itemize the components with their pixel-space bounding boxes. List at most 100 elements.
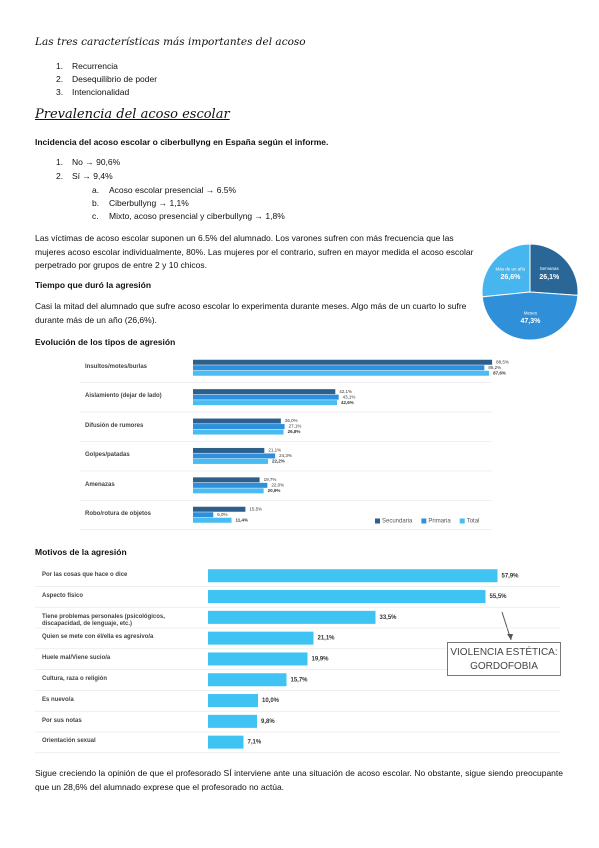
category-label: Insultos/motes/burlas [85, 364, 148, 370]
value-label: 9,8% [261, 719, 275, 725]
category-label: Huele mal/Viene sucio/a [42, 655, 111, 662]
list-number: 3. [56, 87, 64, 97]
value-label: 88,5% [496, 359, 509, 364]
category-label: Aspecto físico [42, 592, 84, 599]
callout-line: VIOLENCIA ESTÉTICA: [450, 647, 558, 658]
value-label: 6,0% [217, 512, 227, 517]
pie-value-label: 26,6% [500, 274, 521, 281]
bar [193, 418, 281, 424]
subheading: Motivos de la agresión [35, 547, 127, 557]
value-label: 26,8% [288, 429, 301, 434]
bar [193, 506, 246, 512]
value-label: 33,5% [380, 615, 398, 621]
value-label: 57,9% [502, 573, 520, 579]
paragraph: Las víctimas de acoso escolar suponen un… [35, 233, 474, 270]
bar [208, 714, 257, 728]
list-item: No → 90,6% [72, 157, 121, 167]
value-label: 21,1% [318, 636, 336, 642]
bar [208, 673, 287, 687]
category-label: Es nuevo/a [42, 696, 74, 703]
category-label: Por sus notas [42, 717, 82, 724]
value-label: 26,0% [285, 418, 298, 423]
value-label: 55,5% [490, 594, 508, 600]
category-label: Golpes/patadas [85, 452, 130, 459]
list-item: Recurrencia [72, 61, 118, 71]
category-label: Tiene problemas personales (psicológicos… [42, 613, 165, 628]
value-label: 21,1% [268, 448, 281, 453]
subheading: Tiempo que duró la agresión [35, 280, 152, 290]
list-item: Desequilibrio de poder [72, 74, 158, 84]
subheading: Incidencia del acoso escolar o ciberbull… [35, 137, 329, 147]
bar [193, 370, 490, 376]
bar [193, 477, 260, 483]
legend-swatch [421, 518, 427, 524]
category-label: Quien se mete con él/ella es agresivo/a [42, 634, 154, 641]
list-item: Sí → 9,4% [72, 171, 113, 181]
list-item: Mixto, acoso presencial y ciberbullyng →… [109, 211, 285, 221]
bar [193, 400, 337, 406]
bar [208, 652, 308, 666]
value-label: 24,3% [279, 453, 292, 458]
bar [193, 429, 284, 435]
category-label: Aislamiento (dejar de lado) [85, 393, 162, 400]
list-number: 1. [56, 157, 64, 167]
value-label: 27,1% [289, 424, 302, 429]
list-number: 2. [56, 171, 64, 181]
legend-swatch [375, 518, 380, 524]
pie-label: Meses [524, 311, 538, 316]
value-label: 7,1% [248, 740, 262, 746]
list-item: Intencionalidad [72, 87, 130, 97]
list-number: 1. [56, 61, 64, 71]
category-label: Difusión de rumores [85, 422, 144, 429]
bar [193, 359, 493, 365]
value-label: 20,9% [268, 488, 281, 493]
bar [193, 453, 276, 459]
bar [193, 482, 268, 488]
list-number: c. [92, 211, 99, 221]
value-label: 19,9% [312, 657, 330, 663]
list-number: 2. [56, 74, 64, 84]
legend-label: Secundaria [382, 519, 413, 525]
bar [193, 488, 264, 494]
category-label: Orientación sexual [42, 738, 96, 745]
pie-value-label: 47,3% [520, 318, 541, 325]
callout-arrowhead [507, 634, 513, 640]
value-label: 22,2% [272, 459, 285, 464]
pie-value-label: 26,1% [539, 274, 560, 281]
value-label: 22,0% [271, 483, 284, 488]
legend-label: Primaria [428, 519, 451, 525]
legend-label: Total [467, 519, 480, 525]
value-label: 19,7% [264, 477, 277, 482]
pie-slice [481, 243, 531, 298]
callout-line: GORDOFOBIA [470, 661, 538, 672]
list-number: b. [92, 198, 100, 208]
bar [193, 424, 285, 430]
value-label: 15,5% [249, 506, 262, 511]
bar [208, 735, 244, 749]
bar [208, 694, 258, 708]
section-title: Prevalencia del acoso escolar [35, 107, 230, 122]
legend-swatch [459, 518, 465, 524]
category-label: Robo/rotura de objetos [85, 511, 151, 517]
value-label: 42,6% [341, 400, 354, 405]
list-item: Ciberbullyng → 1,1% [109, 198, 189, 208]
value-label: 86,2% [488, 365, 501, 370]
bar [193, 447, 265, 453]
paragraph: Casi la mitad del alumnado que sufre aco… [35, 301, 467, 325]
subheading: Evolución de los tipos de agresión [35, 337, 176, 347]
category-label: Amenazas [85, 481, 115, 488]
pie-slice [481, 291, 579, 341]
bar [208, 569, 498, 583]
category-label: Por las cosas que hace o dice [42, 572, 128, 578]
bar [208, 631, 314, 645]
value-label: 10,0% [262, 698, 280, 704]
bar [193, 512, 214, 518]
value-label: 42,1% [339, 389, 352, 394]
pie-label: Semanas [540, 266, 560, 271]
value-label: 15,7% [291, 677, 309, 683]
bar [193, 517, 232, 523]
doc-title: Las tres características más importantes… [35, 36, 306, 48]
list-item: Acoso escolar presencial → 6.5% [109, 185, 237, 195]
